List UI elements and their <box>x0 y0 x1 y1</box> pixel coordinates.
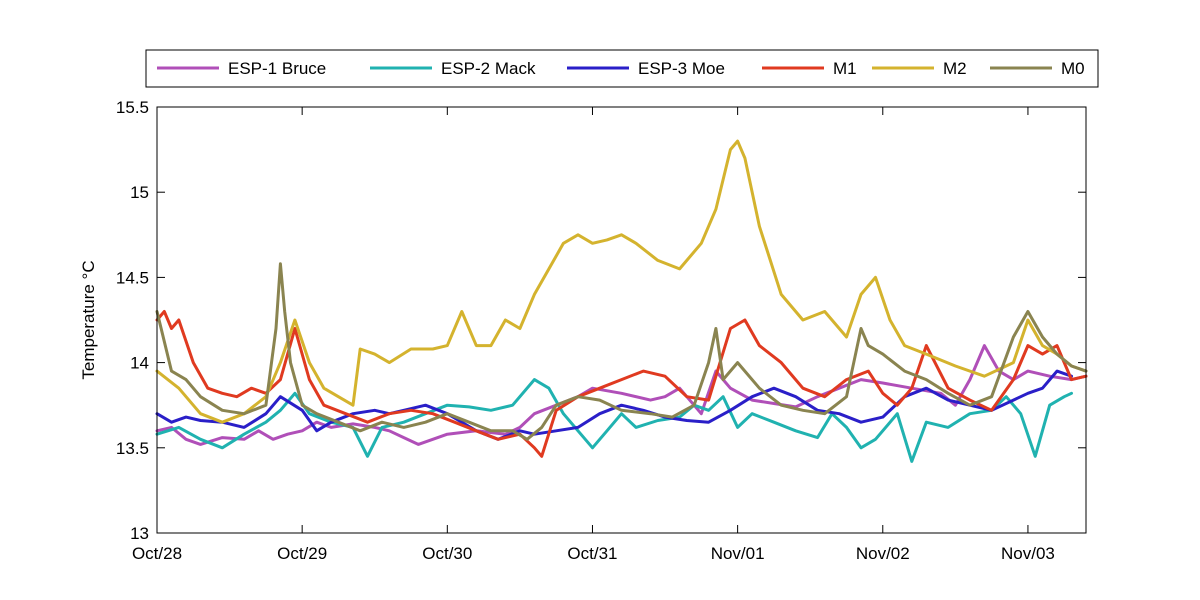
y-tick-label: 13.5 <box>116 439 149 458</box>
y-tick-label: 15 <box>130 183 149 202</box>
legend-label: ESP-2 Mack <box>441 59 536 78</box>
x-tick-label: Nov/03 <box>1001 544 1055 563</box>
x-tick-label: Oct/28 <box>132 544 182 563</box>
series-line-esp-2-mack <box>155 378 1073 463</box>
plot-area: Oct/28 Oct/29 Oct/30 Oct/31 Nov/01 Nov/02 Nov/… <box>116 98 1088 563</box>
x-tick-label: Oct/31 <box>567 544 617 563</box>
legend-label: M2 <box>943 59 967 78</box>
x-tick-label: Oct/29 <box>277 544 327 563</box>
legend-label: ESP-1 Bruce <box>228 59 326 78</box>
x-tick-label: Nov/02 <box>856 544 910 563</box>
legend-label: M1 <box>833 59 857 78</box>
x-axis: Oct/28 Oct/29 Oct/30 Oct/31 Nov/01 Nov/02 Nov/… <box>132 107 1055 563</box>
x-tick-label: Oct/30 <box>422 544 472 563</box>
series-line-m0 <box>155 262 1088 441</box>
legend-items: ESP-1 Bruce ESP-2 Mack ESP-3 Moe M1 M2 M0 <box>157 59 1085 78</box>
y-axis: 13 13.5 14 14.5 15 15.5 <box>116 98 1086 543</box>
plot-background <box>157 107 1086 533</box>
y-axis-label: Temperature °C <box>79 260 98 379</box>
legend: ESP-1 Bruce ESP-2 Mack ESP-3 Moe M1 M2 M0 <box>145 49 1099 88</box>
x-tick-label: Nov/01 <box>711 544 765 563</box>
series-lines <box>155 139 1088 463</box>
series-line-m2 <box>155 139 1088 424</box>
series-line-m1 <box>155 310 1088 458</box>
plot-frame <box>156 106 1087 534</box>
legend-label: ESP-3 Moe <box>638 59 725 78</box>
series-line-esp-3-moe <box>155 369 1073 441</box>
y-tick-label: 15.5 <box>116 98 149 117</box>
y-tick-label: 14 <box>130 354 149 373</box>
legend-label: M0 <box>1061 59 1085 78</box>
y-tick-label: 14.5 <box>116 268 149 287</box>
y-tick-label: 13 <box>130 524 149 543</box>
